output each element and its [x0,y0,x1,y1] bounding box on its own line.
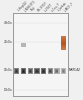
Bar [61,46,66,47]
Bar [55,69,59,73]
Bar [61,38,66,39]
Bar [49,70,51,72]
Bar [29,70,31,72]
Text: L-NIH/3T3: L-NIH/3T3 [24,0,37,12]
Bar [22,69,25,73]
Bar [61,49,66,50]
Text: L-Cos-7: L-Cos-7 [50,2,61,12]
Bar [21,43,26,47]
Bar [61,39,66,40]
Bar [61,37,66,38]
Bar [62,69,65,73]
Text: L-MCF-7: L-MCF-7 [63,1,75,13]
Bar [15,69,18,73]
Bar [29,69,32,73]
Bar [61,68,66,74]
Bar [47,68,53,74]
Bar [61,42,66,43]
Bar [54,68,60,74]
Bar [28,68,33,74]
Bar [23,70,24,72]
Bar [16,70,17,72]
Bar [42,69,45,73]
Bar [61,44,66,45]
Bar [35,69,39,73]
Bar [13,13,68,96]
Bar [61,40,66,41]
Text: SH-SY5Y: SH-SY5Y [37,1,49,12]
Bar [61,47,66,48]
Text: MRPL42: MRPL42 [69,68,81,72]
Bar [56,70,58,72]
Bar [61,43,66,44]
Bar [49,69,52,73]
Text: L-HepG2: L-HepG2 [17,1,29,12]
Bar [61,45,66,46]
Bar [61,48,66,49]
Bar [61,36,66,37]
Text: L-Jurkat: L-Jurkat [57,2,68,12]
Bar [21,68,26,74]
Bar [34,68,40,74]
Bar [61,41,66,42]
Text: Raji: Raji [30,6,37,12]
Bar [41,68,46,74]
Text: 40kDa: 40kDa [4,21,12,25]
Bar [43,70,44,72]
Text: 15kDa: 15kDa [4,68,12,72]
Bar [14,68,19,74]
Text: 10kDa: 10kDa [4,88,12,92]
Text: 25kDa: 25kDa [4,40,12,44]
Text: L-293T: L-293T [44,2,54,13]
Bar [36,70,38,72]
Bar [63,70,64,72]
